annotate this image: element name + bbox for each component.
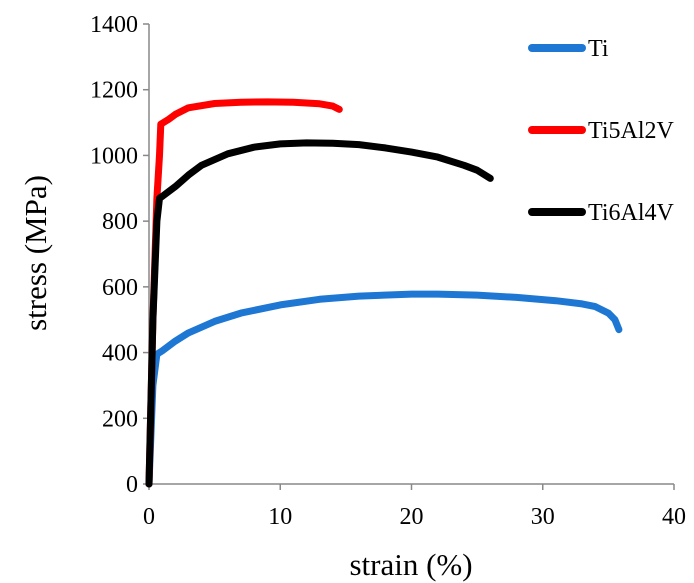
x-tick-label: 10: [268, 504, 292, 530]
series-line-ti5al2v: [145, 98, 343, 488]
y-tick-label: 1000: [90, 143, 138, 169]
series-line-ti: [145, 290, 623, 488]
x-tick-label: 0: [143, 504, 155, 530]
y-tick-label: 1400: [90, 12, 138, 38]
y-tick-label: 600: [102, 275, 138, 301]
series-layer: [145, 98, 623, 488]
x-tick-label: 40: [662, 504, 686, 530]
y-tick-label: 0: [126, 472, 138, 498]
x-tick-label: 30: [531, 504, 555, 530]
legend: Ti Ti5Al2V Ti6Al4V: [528, 36, 674, 226]
legend-label-ti: Ti: [588, 36, 609, 62]
legend-label-ti5al2v: Ti5Al2V: [588, 118, 674, 144]
series-line-ti6al4v: [145, 139, 494, 488]
x-tick-label: 20: [400, 504, 424, 530]
y-tick-label: 800: [102, 209, 138, 235]
y-axis-title: stress (MPa): [18, 175, 53, 331]
x-axis-title: strain (%): [349, 547, 472, 582]
y-tick-label: 400: [102, 341, 138, 367]
y-tick-label: 1200: [90, 78, 138, 104]
y-tick-label: 200: [102, 406, 138, 432]
legend-label-ti6al4v: Ti6Al4V: [588, 200, 674, 226]
axes: 0 200 400 600 800 1000 1200 1400 0 10 20 30 40: [90, 12, 686, 530]
